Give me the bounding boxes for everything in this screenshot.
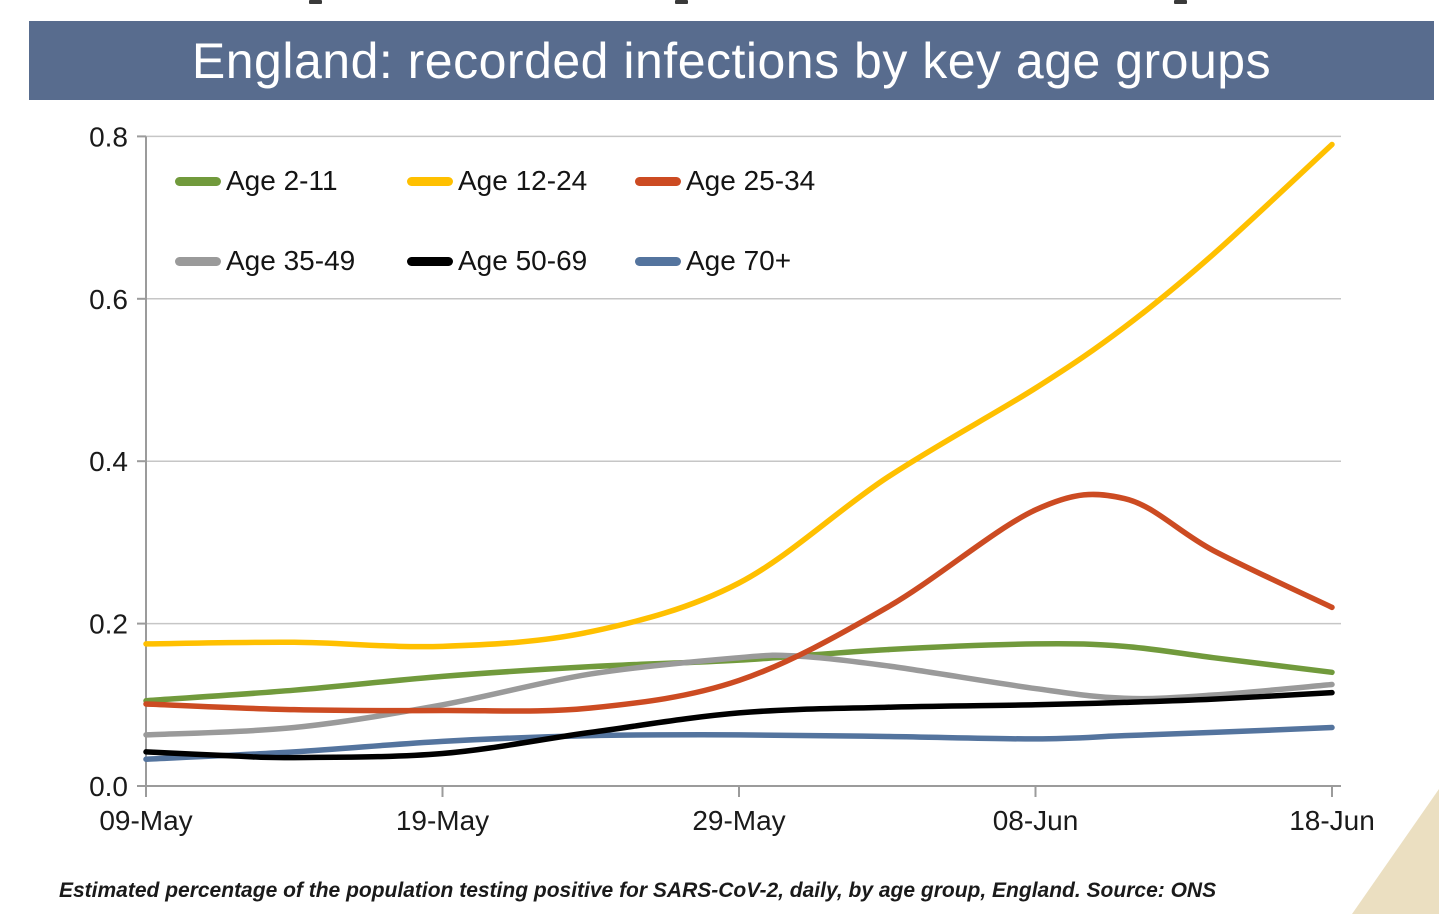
x-tick-label: 19-May [396,805,489,836]
legend-item-age-35-49: Age 35-49 [175,244,355,278]
legend-label-age-35-49: Age 35-49 [226,245,356,276]
series-line-age-25-34 [143,491,1335,714]
series-line-age-35-49 [143,652,1335,738]
legend-item-age-2-11: Age 2-11 [175,164,338,198]
x-tick-label: 08-Jun [993,805,1079,836]
y-tick-label: 0.2 [89,609,128,640]
legend-label-age-70+: Age 70+ [686,245,792,276]
legend-swatch-age-12-24 [407,176,453,186]
series-line-age-70+ [143,724,1335,762]
legend-item-age-50-69: Age 50-69 [407,244,587,278]
cropped-text-artifact [1174,0,1187,4]
x-tick-label: 29-May [692,805,785,836]
legend-label-age-50-69: Age 50-69 [458,245,588,276]
legend-item-age-70+: Age 70+ [635,244,791,278]
legend-label-age-12-24: Age 12-24 [458,165,588,196]
series-line-age-50-69 [143,689,1335,761]
series-line-age-12-24 [143,141,1335,650]
legend-item-age-12-24: Age 12-24 [407,164,587,198]
legend-swatch-age-70+ [635,256,681,266]
series-line-age-2-11 [143,640,1335,704]
x-tick-label: 09-May [99,805,192,836]
slide-title: England: recorded infections by key age … [191,32,1272,89]
legend-label-age-2-11: Age 2-11 [226,165,338,196]
x-tick-label: 18-Jun [1289,805,1375,836]
cropped-text-artifact [309,0,322,4]
y-tick-label: 0.6 [89,284,128,315]
legend-swatch-age-35-49 [175,256,221,266]
legend-swatch-age-2-11 [175,176,221,186]
y-tick-label: 0.8 [89,121,128,152]
legend-label-age-25-34: Age 25-34 [686,165,816,196]
cropped-text-artifact [675,0,688,4]
legend-item-age-25-34: Age 25-34 [635,164,815,198]
title-bar: England: recorded infections by key age … [29,21,1434,100]
source-footnote: Estimated percentage of the population t… [59,879,1217,902]
y-tick-label: 0.0 [89,771,128,802]
y-tick-label: 0.4 [89,446,128,477]
legend-swatch-age-25-34 [635,176,681,186]
legend-swatch-age-50-69 [407,256,453,266]
